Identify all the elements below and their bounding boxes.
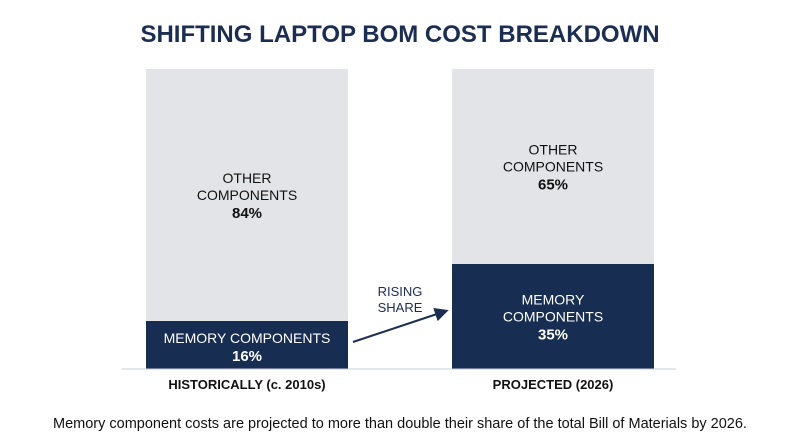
other-label-line-2-historical: COMPONENTS — [197, 187, 297, 203]
memory-label-historical: MEMORY COMPONENTS — [164, 330, 331, 346]
bar-memory-projected — [452, 264, 654, 369]
other-label-line-2-projected: COMPONENTS — [503, 159, 603, 175]
annotation-line-2: SHARE — [378, 300, 423, 315]
bar-other-projected — [452, 69, 654, 264]
other-value-label-projected: 65% — [538, 177, 568, 194]
bar-other-historical — [146, 69, 348, 321]
other-label-line-1-historical: OTHER — [223, 170, 272, 186]
memory-value-label-projected: 35% — [538, 327, 568, 344]
memory-label-line-2-projected: COMPONENTS — [503, 309, 603, 325]
chart-title: SHIFTING LAPTOP BOM COST BREAKDOWN — [140, 21, 659, 48]
category-label-projected: PROJECTED (2026) — [493, 377, 614, 392]
other-value-label-historical: 84% — [232, 205, 262, 222]
annotation-line-1: RISING — [378, 284, 423, 299]
memory-label-line-1-projected: MEMORY — [522, 292, 585, 308]
memory-value-label-historical: 16% — [232, 348, 262, 365]
category-label-historical: HISTORICALLY (c. 2010s) — [168, 377, 325, 392]
chart-caption: Memory component costs are projected to … — [53, 416, 747, 432]
bar-memory-historical — [146, 321, 348, 369]
rising-share-arrow — [352, 307, 449, 343]
other-label-line-1-projected: OTHER — [529, 142, 578, 158]
